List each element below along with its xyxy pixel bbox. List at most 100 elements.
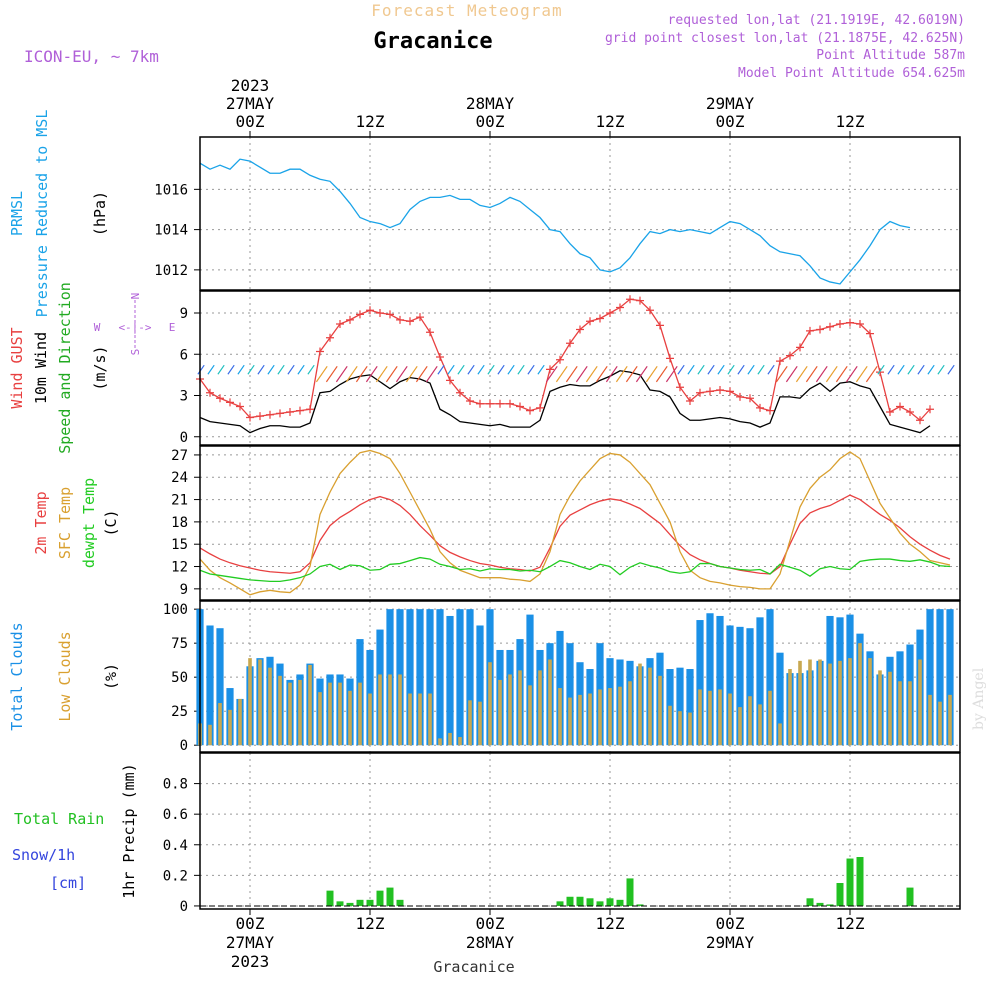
- wind-direction-arrow: [757, 364, 765, 375]
- low-cloud-bar: [428, 693, 432, 746]
- ytick-label-temperature-15: 15: [171, 537, 188, 553]
- panel-frame-pressure: [199, 136, 961, 291]
- panel-temperature: 9 12 15 18 21 24 27 2m Temp SFC Temp dewpt Temp (C…: [32, 445, 961, 601]
- labels-precip: Total Rain Snow/1h [cm] 1hr Precip (mm): [12, 763, 138, 898]
- top-time-label: 27MAY: [226, 94, 275, 113]
- panel-pressure: 1012 1014 1016 PRMSL Pressure Reduced to MSL…: [8, 110, 961, 317]
- total-cloud-bar: [456, 609, 464, 746]
- total-cloud-bar: [706, 613, 714, 746]
- gust-point: [436, 353, 444, 361]
- low-cloud-bar: [728, 693, 732, 746]
- gust-point: [646, 306, 654, 315]
- low-cloud-bar: [218, 703, 222, 746]
- label-dewpt-temp: dewpt Temp: [80, 478, 98, 568]
- ytick-label-clouds-75: 75: [171, 636, 188, 652]
- label-wind-gust: Wind GUST: [8, 327, 26, 408]
- gust-point: [836, 320, 844, 328]
- low-cloud-bar: [768, 690, 772, 746]
- gust-point: [606, 309, 614, 317]
- low-cloud-bar: [348, 690, 352, 746]
- low-cloud-bar: [618, 686, 622, 746]
- rain-bar: [846, 858, 854, 906]
- total-cloud-bar: [406, 609, 414, 746]
- gust-point: [846, 318, 854, 327]
- low-cloud-bar: [358, 682, 362, 746]
- wind-direction-arrow: [635, 365, 648, 383]
- header: Forecast Meteogram Gracanice ICON-EU, ~ …: [24, 1, 965, 81]
- total-cloud-bar: [476, 625, 484, 746]
- gust-point: [306, 405, 314, 414]
- low-cloud-bar: [278, 675, 282, 746]
- ytick-label-precip-0.4: 0.4: [163, 838, 188, 854]
- ylabel-pressure: (hPa): [91, 191, 109, 236]
- low-cloud-bar: [938, 701, 942, 746]
- low-cloud-bar: [238, 698, 242, 746]
- low-cloud-bar: [858, 643, 862, 746]
- low-cloud-bar: [248, 658, 252, 746]
- ytick-label-wind-0: 0: [180, 430, 188, 446]
- low-cloud-bar: [268, 667, 272, 746]
- wind-direction-arrow: [395, 365, 408, 383]
- rain-bar: [576, 896, 584, 906]
- low-cloud-bar: [908, 681, 912, 746]
- low-cloud-bar: [838, 660, 842, 746]
- rain-bar: [556, 901, 564, 906]
- low-cloud-bar: [898, 681, 902, 746]
- low-cloud-bar: [888, 671, 892, 746]
- ytick-label-temperature-18: 18: [171, 515, 188, 531]
- gust-point: [206, 388, 214, 397]
- wind-direction-arrow: [277, 364, 285, 375]
- wind-direction-arrow: [625, 365, 638, 383]
- low-cloud-bar: [928, 694, 932, 746]
- model-label: ICON-EU, ~ 7km: [24, 47, 159, 66]
- wind-direction-arrow: [615, 365, 628, 383]
- wind-direction-arrow: [257, 364, 265, 375]
- total-cloud-bar: [756, 617, 764, 746]
- ytick-label-pressure-1016: 1016: [154, 182, 188, 198]
- compass-s: S: [129, 349, 142, 356]
- rain-bar: [596, 901, 604, 906]
- wind-direction-arrow: [595, 365, 608, 383]
- gust-point: [706, 387, 714, 396]
- top-time-label: 12Z: [836, 112, 865, 131]
- gust-point: [736, 392, 744, 401]
- gust-point: [536, 403, 544, 412]
- label-low-clouds: Low Clouds: [56, 631, 74, 721]
- wind-direction-arrow: [737, 364, 745, 375]
- labels-wind: Wind GUST 10m Wind Speed and Direction (m/s…: [8, 282, 175, 454]
- ytick-label-temperature-24: 24: [171, 470, 188, 486]
- bottom-time-label: 00Z: [716, 914, 745, 933]
- wind-direction-arrow: [447, 364, 455, 375]
- ylabel-clouds: (%): [102, 663, 120, 690]
- low-cloud-bar: [448, 732, 452, 746]
- ytick-label-clouds-50: 50: [171, 670, 188, 686]
- low-cloud-bar: [798, 660, 802, 746]
- low-cloud-bar: [638, 663, 642, 746]
- rain-bar: [326, 890, 334, 906]
- gust-point: [576, 325, 584, 334]
- low-cloud-bar: [718, 689, 722, 746]
- low-cloud-bar: [338, 682, 342, 746]
- wind-direction-arrow: [345, 365, 358, 383]
- total-cloud-bar: [696, 620, 704, 746]
- low-cloud-bar: [878, 670, 882, 746]
- rain-bar: [566, 896, 574, 906]
- ytick-label-wind-9: 9: [180, 306, 188, 322]
- gust-point: [226, 398, 234, 407]
- wind-direction-arrow: [795, 365, 808, 383]
- gust-point: [806, 326, 814, 335]
- total-cloud-bar: [206, 625, 214, 746]
- compass-w: W: [94, 321, 101, 334]
- wind-direction-arrow: [365, 365, 378, 383]
- gust-point: [746, 394, 754, 403]
- wind-direction-arrow: [477, 364, 485, 375]
- rain-bar: [806, 898, 814, 906]
- low-cloud-bar: [748, 696, 752, 746]
- bottom-time-label: 12Z: [356, 914, 385, 933]
- low-cloud-bar: [818, 659, 822, 746]
- rain-bar: [366, 899, 374, 906]
- gust-point: [816, 325, 824, 334]
- total-cloud-bar: [746, 628, 754, 746]
- panel-frame-precip: [199, 752, 961, 910]
